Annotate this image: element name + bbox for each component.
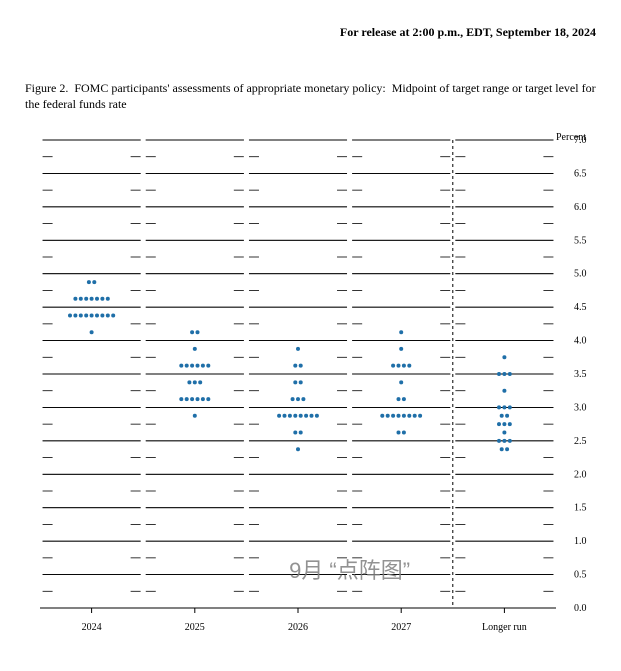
- svg-text:0.0: 0.0: [574, 603, 587, 614]
- svg-text:3.0: 3.0: [574, 402, 587, 413]
- svg-text:2.0: 2.0: [574, 469, 587, 480]
- dot-plot-chart: 0.0 0.5 1.0 1.5 2.0 2.5 3.0 3.5 4.0 4.5 5.0 5.5 6.0 6…: [28, 130, 598, 640]
- svg-text:2027: 2027: [391, 622, 411, 633]
- svg-text:1.0: 1.0: [574, 536, 587, 547]
- svg-text:9月 “点阵图”: 9月 “点阵图”: [289, 558, 410, 583]
- svg-text:2025: 2025: [185, 622, 205, 633]
- svg-text:5.5: 5.5: [574, 235, 587, 246]
- figure-caption: Figure 2. FOMC participants' assessments…: [25, 80, 596, 112]
- svg-text:6.5: 6.5: [574, 168, 587, 179]
- svg-text:0.5: 0.5: [574, 570, 587, 581]
- svg-text:2024: 2024: [82, 622, 102, 633]
- svg-text:5.0: 5.0: [574, 269, 587, 280]
- chart-svg: 0.0 0.5 1.0 1.5 2.0 2.5 3.0 3.5 4.0 4.5 5.0 5.5 6.0 6…: [28, 130, 598, 640]
- svg-text:4.5: 4.5: [574, 302, 587, 313]
- svg-text:2026: 2026: [288, 622, 308, 633]
- svg-text:1.5: 1.5: [574, 503, 587, 514]
- svg-text:2.5: 2.5: [574, 436, 587, 447]
- page-root: For release at 2:00 p.m., EDT, September…: [0, 0, 621, 671]
- svg-text:6.0: 6.0: [574, 202, 587, 213]
- svg-text:4.0: 4.0: [574, 336, 587, 347]
- svg-text:3.5: 3.5: [574, 369, 587, 380]
- release-header: For release at 2:00 p.m., EDT, September…: [340, 25, 596, 40]
- svg-text:Percent: Percent: [556, 132, 586, 143]
- svg-text:Longer run: Longer run: [482, 622, 527, 633]
